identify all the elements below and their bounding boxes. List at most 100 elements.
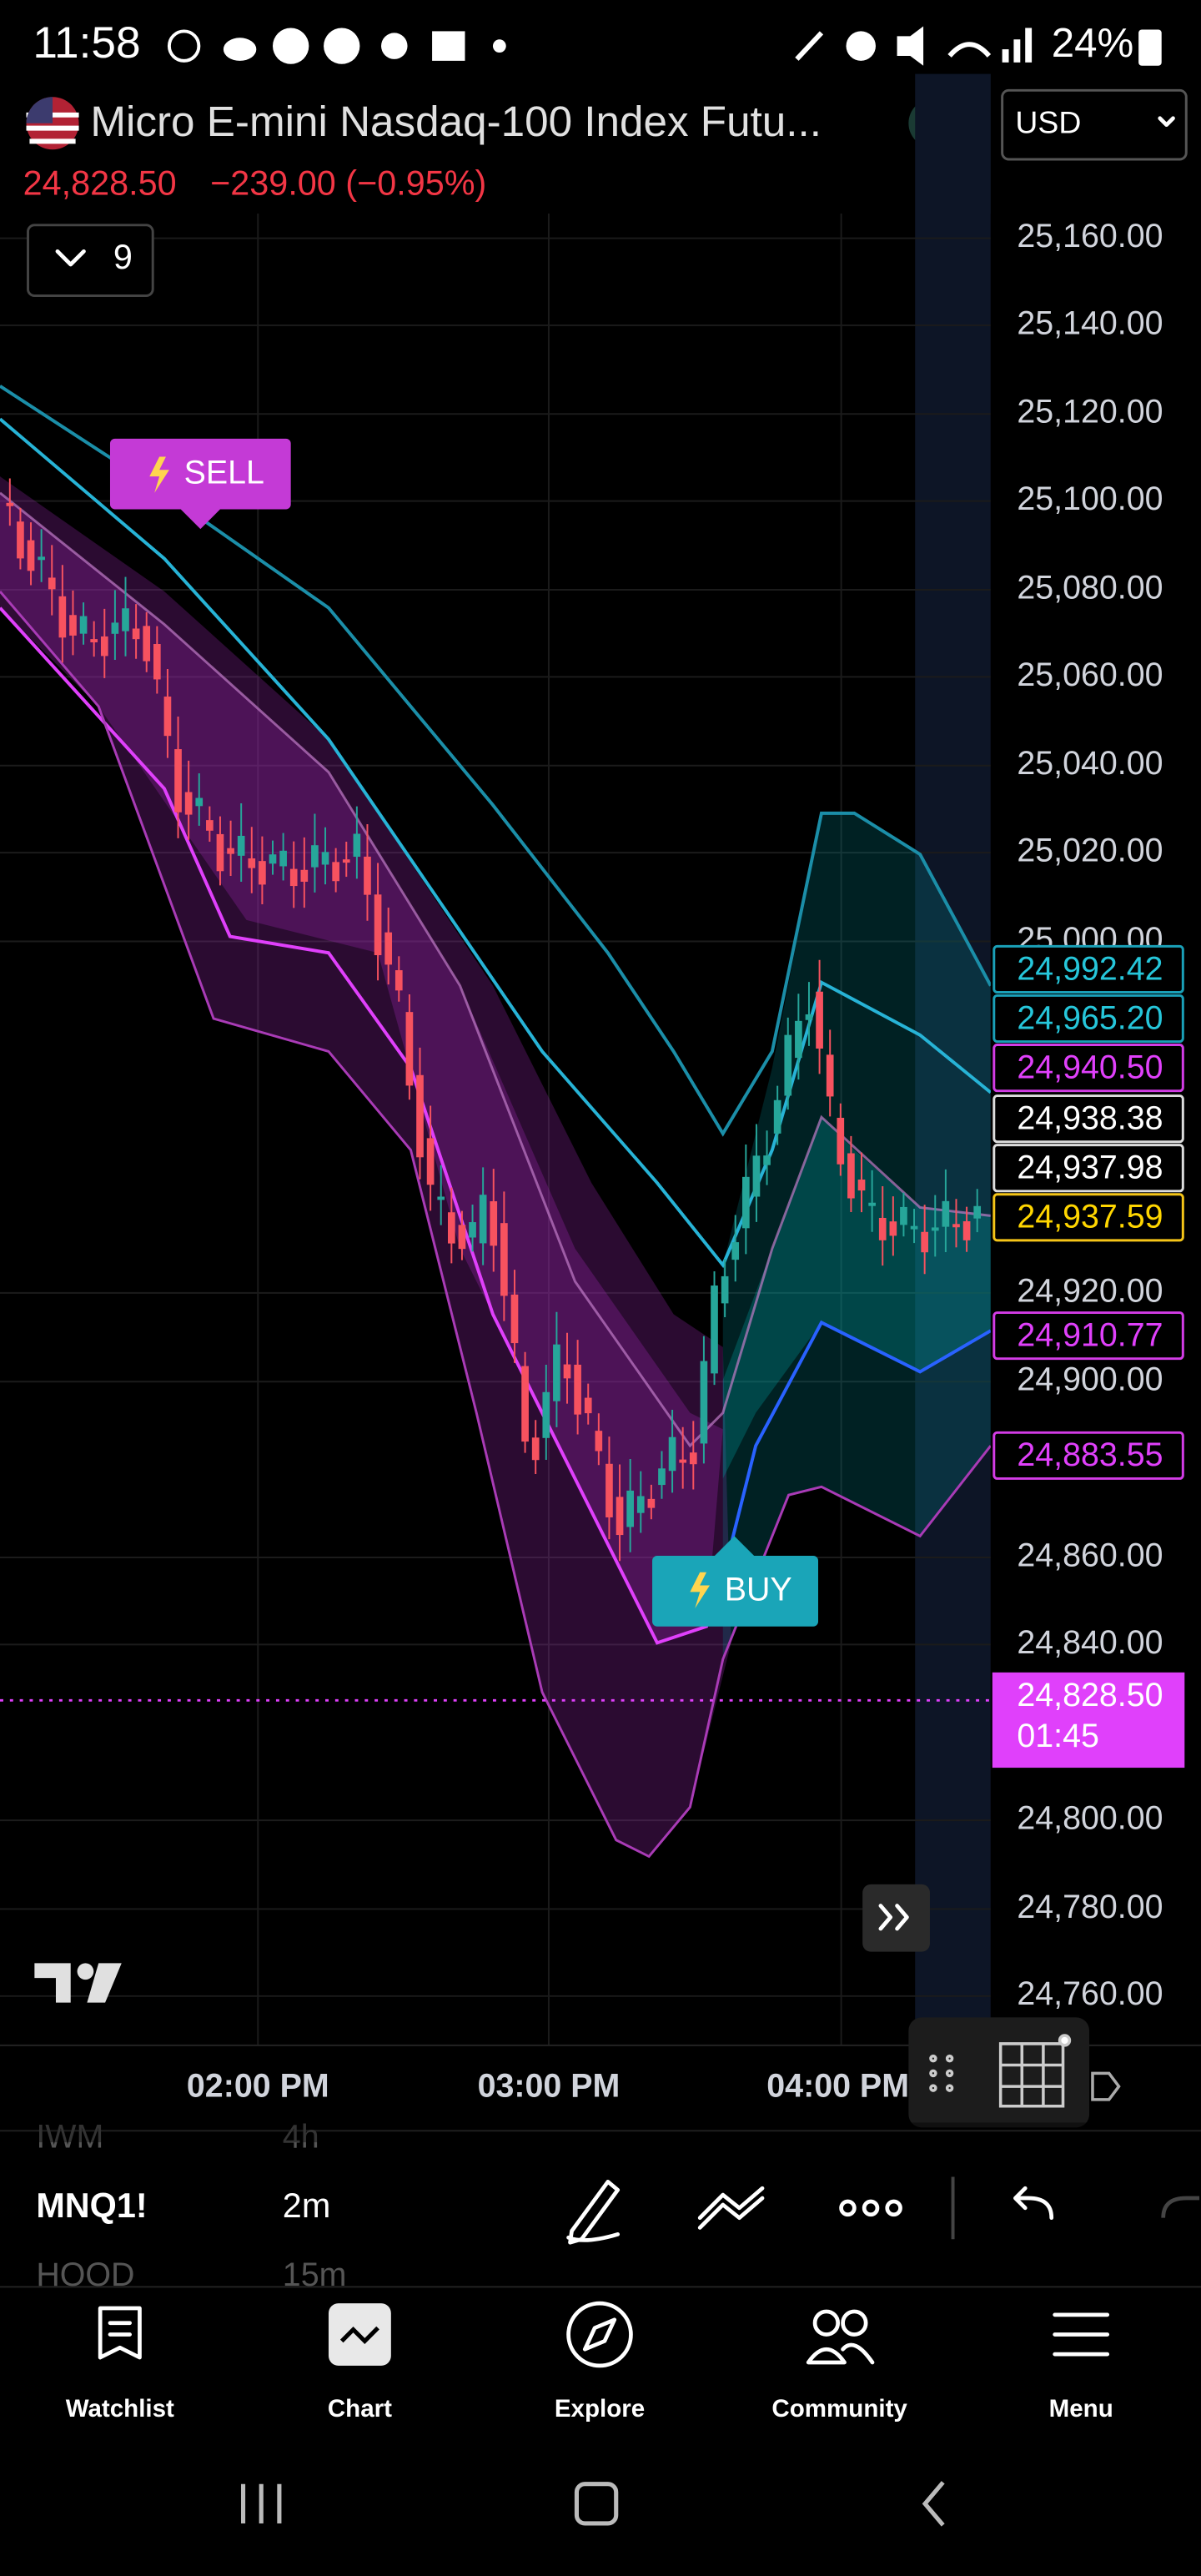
flag xyxy=(26,97,79,150)
grid xyxy=(0,214,991,2045)
candle-body xyxy=(374,894,382,956)
candle-body xyxy=(921,1231,928,1253)
candle-body xyxy=(458,1225,466,1250)
price-label: 25,060.00 xyxy=(1017,657,1163,693)
candle-body xyxy=(90,639,98,643)
candle-body xyxy=(606,1463,613,1517)
candle-body xyxy=(153,644,161,680)
interval-item[interactable]: 15m xyxy=(283,2257,347,2293)
candle-body xyxy=(269,854,277,864)
status-icons xyxy=(167,26,1162,66)
candle-body xyxy=(658,1468,666,1486)
chart-area[interactable]: SELL BUY 9 xyxy=(0,73,992,2045)
candle-body xyxy=(647,1498,656,1508)
price-tag xyxy=(992,1311,1184,1361)
price-label: 24,760.00 xyxy=(1017,1975,1163,2012)
tradingview-logo xyxy=(34,1963,122,2003)
candle-body xyxy=(721,1275,729,1304)
candle-body xyxy=(563,1364,571,1379)
interval-item[interactable]: 2m xyxy=(283,2186,330,2225)
price-tag xyxy=(992,1044,1184,1093)
sell-signal[interactable] xyxy=(109,438,291,530)
fade-top xyxy=(0,2122,1201,2143)
candle-body xyxy=(479,1195,487,1244)
candle-body xyxy=(952,1224,960,1228)
candle-body xyxy=(332,862,339,882)
scroll-to-latest[interactable] xyxy=(862,1884,930,1952)
price-label: 24,780.00 xyxy=(1017,1889,1163,1925)
last-price: 24,828.50 xyxy=(23,164,177,202)
candle-body xyxy=(553,1344,560,1401)
price-tag-value: 24,910.77 xyxy=(1017,1316,1163,1353)
candle-body xyxy=(636,1496,645,1513)
candle-body xyxy=(574,1364,581,1415)
candle-body xyxy=(27,540,35,571)
candle-body xyxy=(248,858,256,868)
chevron xyxy=(1158,116,1175,128)
candle-body xyxy=(6,502,14,506)
candle-body xyxy=(48,577,56,590)
candle-body xyxy=(311,845,319,868)
symbol-item[interactable]: HOOD xyxy=(36,2257,134,2293)
candle-body xyxy=(490,1201,498,1246)
nav-item[interactable]: Chart xyxy=(328,2395,392,2423)
candle-body xyxy=(531,1437,540,1461)
candle-body xyxy=(394,970,403,991)
candle-body xyxy=(38,556,45,561)
candle-body xyxy=(878,1217,887,1240)
buy-signal[interactable] xyxy=(652,1536,819,1627)
candle-body xyxy=(700,1361,708,1444)
indicators-toggle[interactable] xyxy=(27,224,154,297)
candle-body xyxy=(384,932,393,965)
nav-item[interactable]: Menu xyxy=(1049,2395,1113,2423)
price-label: 24,920.00 xyxy=(1017,1272,1163,1309)
time-label: 02:00 PM xyxy=(187,2068,329,2105)
symbol-title[interactable]: Micro E-mini Nasdaq-100 Index Futu... xyxy=(90,98,822,145)
drawing-tools[interactable] xyxy=(566,2176,1200,2245)
bullish-band xyxy=(722,813,991,1660)
interval-item[interactable]: 4h xyxy=(283,2119,319,2156)
currency-select[interactable] xyxy=(1001,88,1188,161)
price-tags: 24,992.42 24,965.20 24,940.50 24,938.38 24,9… xyxy=(992,944,1184,1480)
symbol-item[interactable]: IWM xyxy=(36,2119,103,2156)
status-time: 11:58 xyxy=(33,18,140,68)
candle-body xyxy=(837,1117,845,1165)
candle-body xyxy=(584,1397,592,1414)
candle-body xyxy=(752,1155,761,1197)
bearish-band xyxy=(0,476,731,1857)
candle-body xyxy=(679,1459,687,1463)
price-label: 24,860.00 xyxy=(1017,1537,1163,1573)
symbol-item[interactable]: MNQ1! xyxy=(36,2186,147,2225)
candle-body xyxy=(174,749,182,813)
price-tag xyxy=(992,1094,1184,1144)
nav-icons xyxy=(98,2301,1110,2368)
candle-body xyxy=(143,626,151,662)
battery-level: 24% xyxy=(1052,20,1134,66)
price-label: 24,900.00 xyxy=(1017,1361,1163,1398)
candle-body xyxy=(364,856,371,895)
candle-body xyxy=(805,1014,813,1020)
candle-body xyxy=(100,636,108,657)
price-label: 25,140.00 xyxy=(1017,304,1163,341)
chevron-down xyxy=(55,249,86,267)
price-tag xyxy=(992,1193,1184,1242)
last-price-tag xyxy=(992,1672,1185,1768)
candle-body xyxy=(795,1020,802,1059)
nav-item[interactable]: Explore xyxy=(555,2395,645,2423)
candle-body xyxy=(731,1242,740,1260)
candle-body xyxy=(668,1436,676,1472)
candle-body xyxy=(426,1138,435,1185)
price-label: 25,040.00 xyxy=(1017,745,1163,782)
candle-body xyxy=(773,1099,781,1134)
system-nav[interactable] xyxy=(240,2481,945,2527)
price-tag xyxy=(992,1144,1184,1193)
nav-item[interactable]: Watchlist xyxy=(66,2395,174,2423)
candle-body xyxy=(79,616,88,634)
price-tag-value: 24,937.98 xyxy=(1017,1150,1163,1186)
time-label: 04:00 PM xyxy=(766,2068,909,2105)
double-chevron xyxy=(878,1904,909,1931)
nav-item[interactable]: Community xyxy=(771,2395,907,2423)
grid-icon xyxy=(929,2034,1072,2108)
price-label: 24,800.00 xyxy=(1017,1799,1163,1836)
